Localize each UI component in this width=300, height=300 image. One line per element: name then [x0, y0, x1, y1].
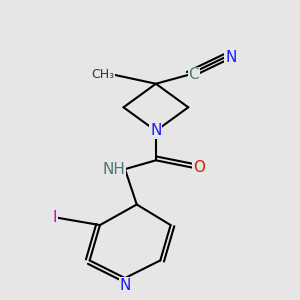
Text: O: O	[193, 160, 205, 175]
Text: I: I	[53, 210, 57, 225]
Text: N: N	[150, 123, 162, 138]
Text: C: C	[188, 68, 199, 82]
Text: CH₃: CH₃	[92, 68, 115, 81]
Text: N: N	[119, 278, 131, 293]
Text: NH: NH	[102, 162, 125, 177]
Text: N: N	[225, 50, 236, 65]
